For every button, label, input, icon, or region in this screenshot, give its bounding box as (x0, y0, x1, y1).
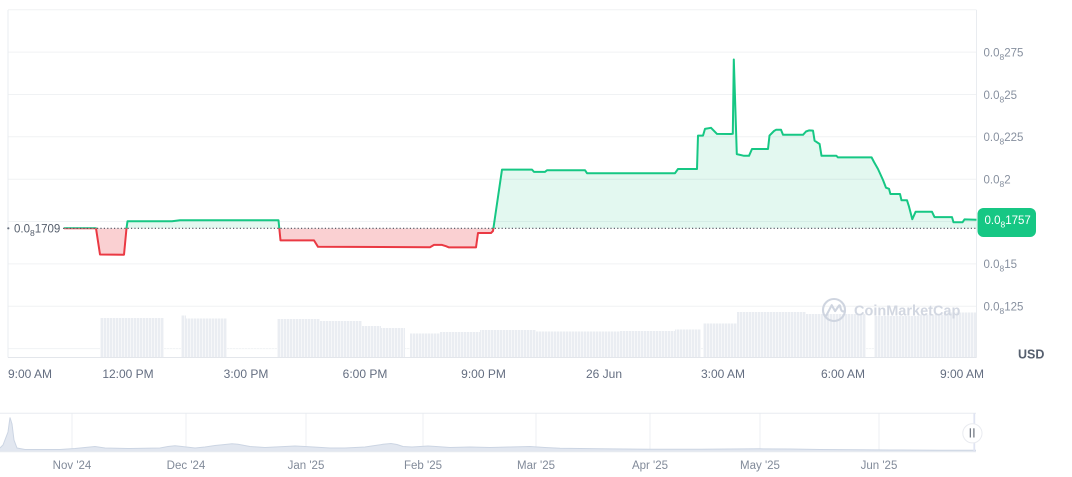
svg-text:26 Jun: 26 Jun (586, 367, 622, 381)
svg-text:0.081757: 0.081757 (985, 215, 1031, 230)
svg-text:USD: USD (1018, 348, 1044, 362)
svg-text:0.081709: 0.081709 (14, 224, 60, 239)
svg-text:9:00 AM: 9:00 AM (940, 367, 984, 381)
svg-text:Mar '25: Mar '25 (517, 460, 555, 472)
svg-text:May '25: May '25 (740, 460, 780, 472)
svg-text:0.0825: 0.0825 (984, 90, 1018, 105)
svg-text:CoinMarketCap: CoinMarketCap (854, 303, 960, 319)
svg-text:6:00 AM: 6:00 AM (821, 367, 865, 381)
svg-text:Apr '25: Apr '25 (632, 460, 668, 472)
svg-text:0.08275: 0.08275 (984, 47, 1024, 62)
svg-text:Dec '24: Dec '24 (167, 460, 206, 472)
svg-text:6:00 PM: 6:00 PM (343, 367, 388, 381)
svg-text:12:00 PM: 12:00 PM (102, 367, 153, 381)
svg-text:0.082: 0.082 (984, 175, 1011, 190)
svg-text:0.08125: 0.08125 (984, 302, 1024, 317)
svg-text:9:00 AM: 9:00 AM (8, 367, 52, 381)
svg-text:3:00 PM: 3:00 PM (224, 367, 269, 381)
svg-text:Feb '25: Feb '25 (404, 460, 442, 472)
svg-text:Jun '25: Jun '25 (861, 460, 898, 472)
svg-text:0.08225: 0.08225 (984, 132, 1024, 147)
svg-text:0.0815: 0.0815 (984, 259, 1018, 274)
svg-text:3:00 AM: 3:00 AM (701, 367, 745, 381)
svg-text:9:00 PM: 9:00 PM (461, 367, 506, 381)
svg-text:Nov '24: Nov '24 (53, 460, 92, 472)
svg-text:Jan '25: Jan '25 (288, 460, 325, 472)
